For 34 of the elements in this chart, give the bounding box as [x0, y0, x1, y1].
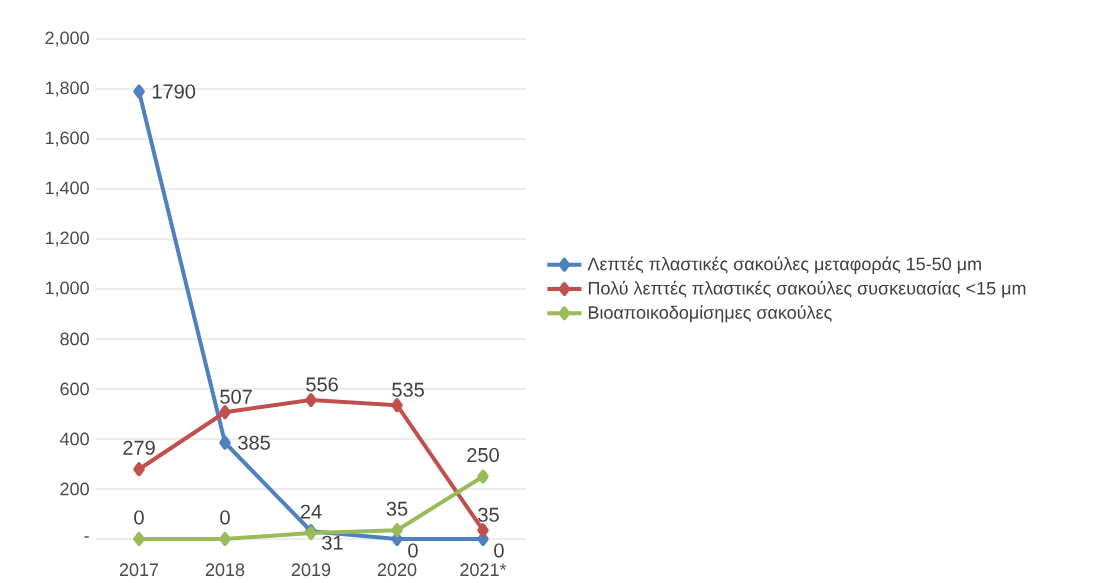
data-label: 556 [306, 377, 338, 392]
x-tick-label: 2021* [460, 563, 507, 577]
y-tick-label: - [84, 536, 89, 538]
x-tick-label: 2018 [205, 563, 245, 577]
data-label: 1790 [152, 84, 196, 99]
data-label: 31 [322, 535, 343, 550]
legend-label: Βιοαποικοδομίσημες σακούλες [588, 305, 832, 323]
data-label: 35 [478, 507, 499, 522]
y-tick-label: 400 [59, 432, 89, 446]
y-tick-label: 200 [60, 482, 89, 496]
y-tick-label: 1,200 [45, 231, 89, 247]
data-label: 279 [123, 440, 155, 455]
data-label: 0 [134, 510, 144, 525]
y-tick-label: 600 [60, 382, 89, 396]
y-tick-label: 800 [60, 332, 89, 346]
data-label: 0 [494, 543, 504, 558]
data-label: 35 [386, 501, 408, 516]
y-tick-label: 1,400 [45, 181, 89, 197]
data-label: 0 [220, 510, 230, 525]
data-label: 0 [408, 543, 418, 558]
x-tick-label: 2019 [291, 563, 331, 577]
x-tick-label: 2017 [119, 563, 159, 577]
legend-label: Λεπτές πλαστικές σακούλες μεταφοράς 15-50 μm [587, 256, 981, 274]
y-tick-label: 1,000 [45, 281, 89, 297]
data-label: 385 [238, 435, 270, 450]
y-tick-label: 1,800 [45, 81, 89, 97]
legend-label: Πολύ λεπτές πλαστικές σακούλες συσκευασίας <15 μm [588, 280, 1026, 298]
data-label: 24 [300, 504, 322, 519]
data-label: 535 [392, 382, 424, 397]
x-tick-label: 2020 [377, 563, 417, 577]
y-tick-label: 2,000 [45, 31, 89, 47]
data-label: 250 [467, 447, 499, 463]
data-label: 507 [220, 389, 252, 404]
y-tick-label: 1,600 [45, 131, 89, 147]
